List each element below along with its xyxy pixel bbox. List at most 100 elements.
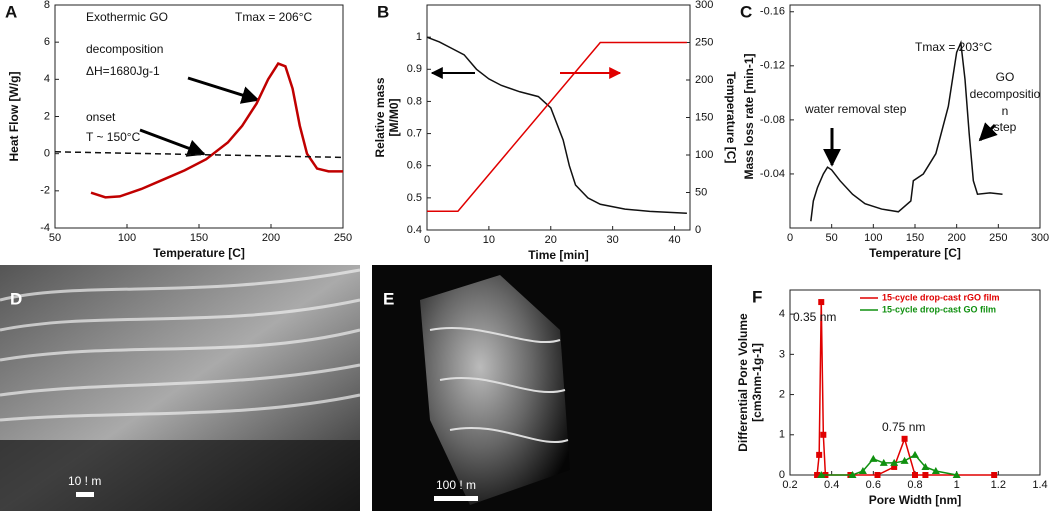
legend-label: 15-cycle drop-cast GO film — [882, 304, 996, 314]
y-tick-label: -0.04 — [760, 168, 785, 180]
y-tick-label: 3 — [779, 348, 785, 360]
marker — [931, 466, 940, 474]
y-axis-label: Heat Flow [W/g] — [7, 72, 21, 162]
x-tick-label: 0.2 — [782, 479, 797, 491]
y-axis-label: Differential Pore Volume — [736, 313, 750, 452]
y-axis-label: [cm3nm-1g-1] — [750, 343, 764, 422]
y-tick-label: 1 — [416, 31, 422, 43]
y2-tick-label: 200 — [695, 74, 713, 86]
image-d: D 10 ! m — [0, 265, 361, 511]
scale-bar-label: 10 ! m — [68, 474, 101, 488]
x-tick-label: 0.4 — [824, 479, 839, 491]
y2-tick-label: 0 — [695, 224, 701, 236]
x-axis-label: Pore Width [nm] — [869, 493, 962, 507]
y-tick-label: 8 — [44, 0, 50, 11]
annotation: T ~ 150°C — [86, 130, 141, 144]
x-tick-label: 300 — [1031, 232, 1049, 244]
panel-label: F — [752, 287, 762, 306]
marker — [816, 451, 823, 458]
y-tick-label: 0.6 — [407, 160, 422, 172]
annotation: ΔH=1680Jg-1 — [86, 64, 160, 78]
marker — [814, 472, 821, 478]
series-line — [426, 36, 687, 215]
y-tick-label: 0.8 — [407, 95, 422, 107]
x-tick-label: 100 — [864, 232, 882, 244]
marker — [879, 458, 888, 466]
x-tick-label: 150 — [190, 232, 208, 244]
image-e: E 100 ! m — [372, 265, 712, 511]
y-tick-label: -4 — [40, 222, 50, 234]
x-tick-label: 10 — [483, 234, 495, 246]
y2-tick-label: 100 — [695, 149, 713, 161]
x-tick-label: 200 — [947, 232, 965, 244]
y-tick-label: 0 — [44, 148, 50, 160]
x-tick-label: 1.4 — [1032, 479, 1047, 491]
x-tick-label: 0 — [424, 234, 430, 246]
marker — [991, 472, 998, 478]
marker — [891, 463, 898, 470]
panel-label: B — [377, 2, 389, 21]
annotation: n — [1002, 104, 1009, 118]
y-tick-label: 0.5 — [407, 192, 422, 204]
marker — [820, 431, 827, 438]
y-tick-label: -2 — [40, 185, 50, 197]
marker — [901, 435, 908, 442]
marker — [900, 456, 909, 464]
y-tick-label: 0.4 — [407, 224, 422, 236]
series-line — [54, 151, 344, 159]
x-tick-label: 250 — [989, 232, 1007, 244]
annotation: water removal step — [804, 102, 907, 116]
annotation: decompositio — [970, 87, 1041, 101]
y-tick-label: 4 — [44, 73, 50, 85]
marker — [912, 472, 918, 478]
annotation: decomposition — [86, 42, 163, 56]
x-axis-label: Time [min] — [528, 248, 588, 262]
y-tick-label: 0 — [779, 469, 785, 481]
x-tick-label: 0.6 — [866, 479, 881, 491]
x-tick-label: 0 — [787, 232, 793, 244]
x-tick-label: 40 — [668, 234, 680, 246]
x-tick-label: 250 — [334, 232, 352, 244]
annotation: step — [994, 120, 1017, 134]
y2-axis-label: Temperature [C] — [724, 72, 738, 164]
marker — [890, 458, 899, 466]
x-tick-label: 1 — [954, 479, 960, 491]
x-axis-label: Temperature [C] — [869, 246, 961, 260]
y2-tick-label: 150 — [695, 111, 713, 123]
series-line — [816, 302, 995, 476]
y-tick-label: 2 — [44, 110, 50, 122]
y-tick-label: 2 — [779, 388, 785, 400]
y-tick-label: -0.08 — [760, 114, 785, 126]
marker — [869, 454, 878, 462]
y-tick-label: 4 — [779, 308, 785, 320]
x-tick-label: 100 — [118, 232, 136, 244]
x-tick-label: 0.8 — [907, 479, 922, 491]
x-tick-label: 50 — [826, 232, 838, 244]
annotation: 0.75 nm — [882, 420, 925, 434]
marker — [911, 450, 919, 458]
legend-label: 15-cycle drop-cast rGO film — [882, 292, 1000, 302]
annotation: 0.35 nm — [793, 310, 836, 324]
annotation: GO — [996, 70, 1015, 84]
scale-bar-label: 100 ! m — [436, 478, 476, 492]
panel-label: E — [383, 289, 394, 308]
x-tick-label: 30 — [607, 234, 619, 246]
plot-frame — [426, 4, 691, 231]
marker — [952, 471, 961, 478]
annotation: Exothermic GO — [86, 10, 168, 24]
y-tick-label: -0.16 — [760, 6, 785, 18]
x-tick-label: 50 — [49, 232, 61, 244]
marker — [921, 462, 930, 470]
panel-label: A — [5, 2, 17, 21]
annotation: Tmax = 203°C — [915, 40, 992, 54]
x-tick-label: 20 — [545, 234, 557, 246]
y-tick-label: -0.12 — [760, 60, 785, 72]
marker — [874, 472, 881, 478]
marker — [817, 471, 826, 478]
series-line — [427, 41, 687, 212]
marker — [922, 472, 929, 478]
y-axis-label: [M/M0] — [387, 99, 401, 137]
annotation: onset — [86, 110, 116, 124]
